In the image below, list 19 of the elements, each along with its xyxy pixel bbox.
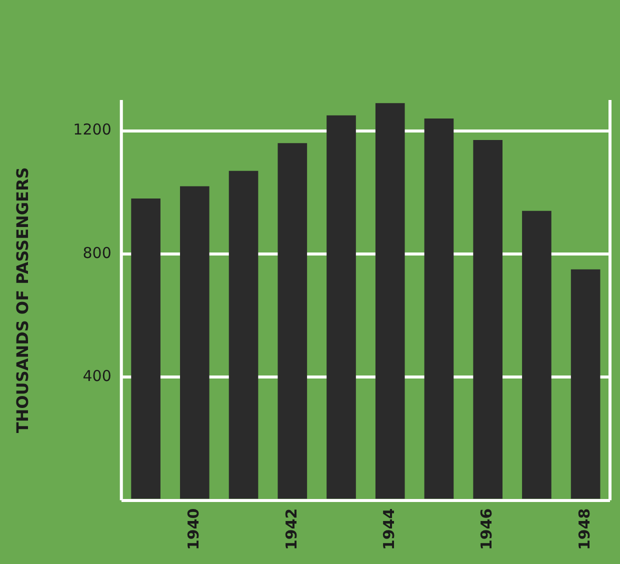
bar: [522, 210, 552, 499]
y-tick-label: 400: [82, 366, 112, 385]
bar: [326, 115, 356, 499]
y-tick-label: 1200: [73, 120, 112, 139]
x-tick-label: 1948: [575, 508, 594, 550]
x-tick-label: 1942: [282, 508, 300, 550]
bar: [473, 140, 502, 499]
bar: [424, 118, 454, 499]
x-tick-label: 1944: [380, 508, 398, 550]
bar: [228, 170, 258, 499]
bar: [180, 186, 210, 499]
y-tick-label: 800: [82, 244, 112, 262]
bar: [375, 103, 405, 499]
x-tick-label: 1946: [478, 508, 496, 550]
bar: [278, 143, 308, 499]
x-tick-label: 1940: [184, 508, 203, 550]
y-axis-title: THOUSANDS OF PASSENGERS: [12, 167, 32, 434]
bar: [131, 198, 160, 499]
bar: [570, 269, 600, 499]
